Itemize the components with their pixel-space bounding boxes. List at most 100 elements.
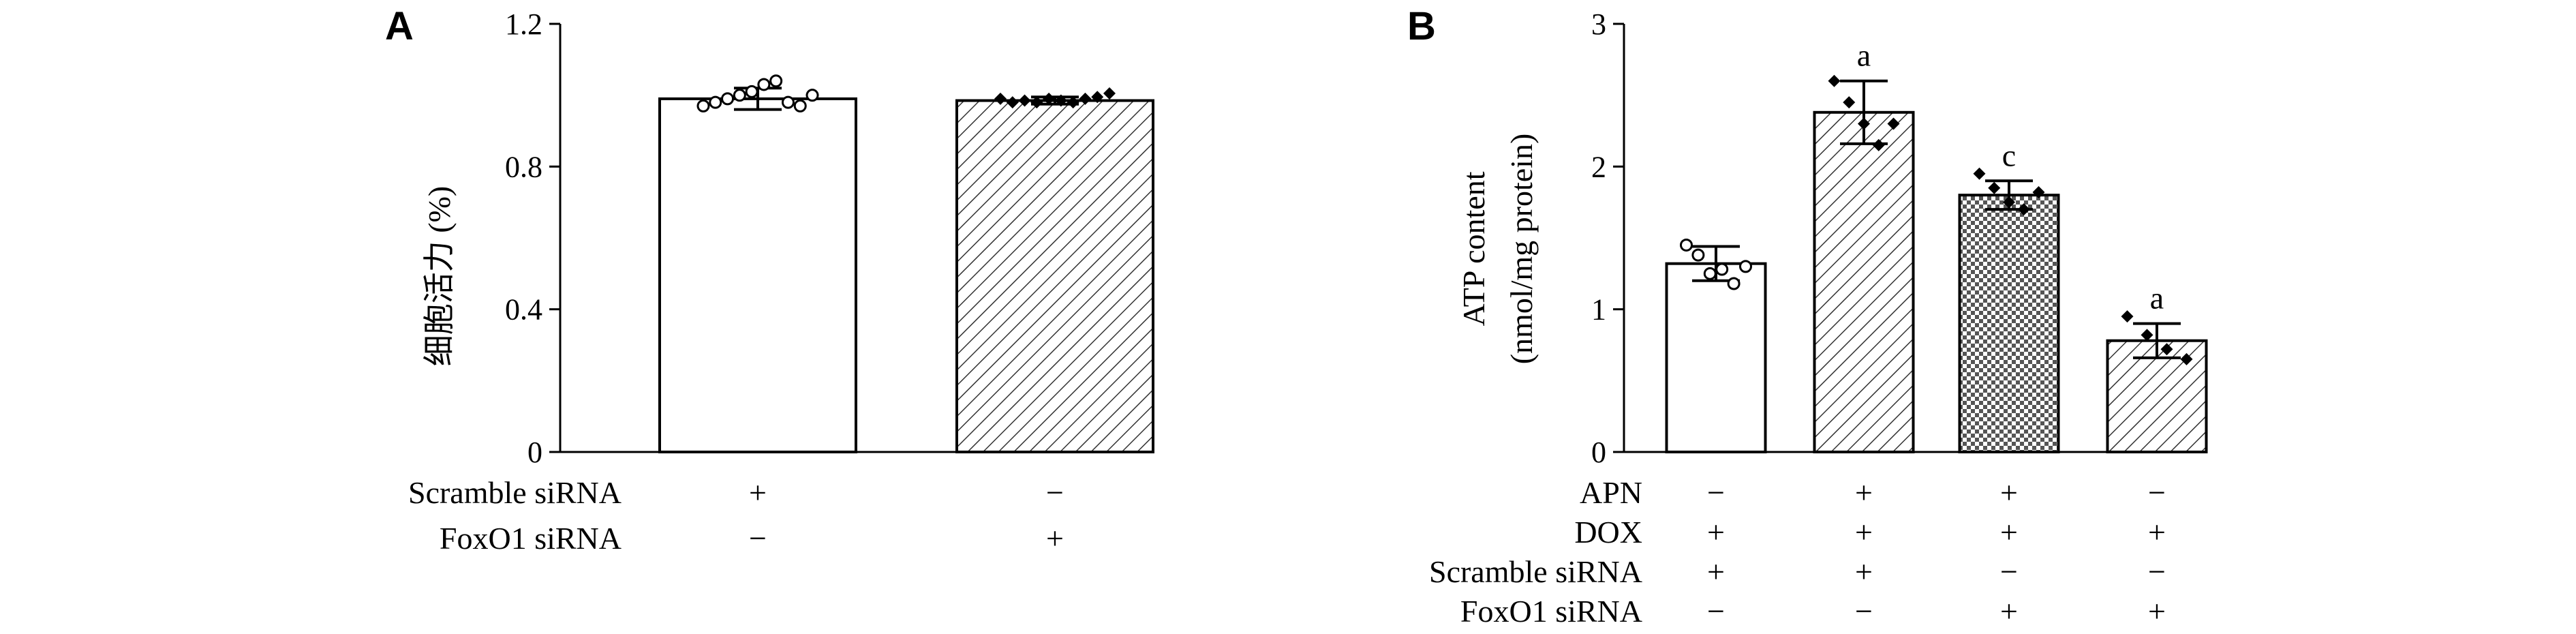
condition-sign: − [749, 521, 767, 556]
bar [1958, 194, 2060, 453]
data-point [1727, 277, 1741, 290]
data-point [1988, 181, 2001, 194]
panel-a: A 细胞活力 (%) 0 0.4 0.8 1.2 Scramble siRNA + − Fo… [385, 4, 1154, 556]
data-point [793, 99, 807, 112]
data-point [2141, 329, 2153, 342]
data-point [1103, 87, 1116, 100]
y-tick-label: 0.4 [505, 293, 542, 327]
panel-a-condition-table: Scramble siRNA + − FoxO1 siRNA − + [408, 475, 1064, 556]
data-point [2160, 343, 2173, 356]
significance-label: c [2002, 138, 2016, 172]
bar [658, 97, 857, 453]
condition-sign: + [2000, 475, 2018, 510]
condition-sign: + [749, 475, 767, 510]
y-tick-label: 3 [1591, 7, 1606, 41]
condition-sign: + [2148, 594, 2166, 629]
data-point [2032, 186, 2045, 199]
significance-label: a [2150, 281, 2164, 316]
bar-group [955, 87, 1154, 453]
data-point [2121, 310, 2134, 323]
bar-group: a [1813, 38, 1915, 454]
data-point [1887, 117, 1900, 130]
data-point [1858, 117, 1870, 130]
bar-group: a [2106, 281, 2208, 453]
data-point [1691, 248, 1705, 262]
data-point [1680, 238, 1693, 252]
condition-label: DOX [1574, 515, 1642, 549]
condition-sign: − [2148, 554, 2166, 589]
data-point [1054, 94, 1067, 107]
data-point [709, 95, 722, 109]
panel-b-bars: a c a [1665, 38, 2208, 454]
data-point [1067, 96, 1079, 109]
bar-group [658, 74, 857, 453]
bar-group [1665, 238, 1767, 453]
data-point [1843, 96, 1856, 109]
y-tick-label: 0.8 [505, 150, 542, 183]
condition-label: Scramble siRNA [1429, 554, 1642, 589]
data-point [696, 99, 710, 112]
condition-label: FoxO1 siRNA [440, 521, 622, 556]
condition-sign: − [2148, 475, 2166, 510]
condition-label: FoxO1 siRNA [1460, 594, 1642, 629]
data-point [1973, 167, 1986, 180]
bar [1813, 110, 1915, 454]
panel-b-ylabel-line2: (nmol/mg protein) [1504, 134, 1539, 365]
condition-sign: + [2148, 515, 2166, 549]
data-point [1030, 96, 1043, 109]
data-point [2017, 203, 2030, 216]
y-tick-label: 1.2 [505, 7, 542, 41]
condition-sign: + [1855, 515, 1873, 549]
panel-a-ylabel: 细胞活力 (%) [422, 186, 457, 366]
data-point [1091, 91, 1104, 104]
data-point [1018, 94, 1031, 107]
y-tick-label: 0 [527, 436, 542, 469]
y-tick-label: 0 [1591, 436, 1606, 469]
condition-sign: − [1707, 594, 1725, 629]
condition-sign: − [1707, 475, 1725, 510]
panel-b-condition-table: APN − + + − DOX + + + + Scramble siRNA + + − − FoxO1 si… [1429, 475, 2166, 629]
data-point [1739, 260, 1752, 273]
significance-label: a [1857, 38, 1871, 73]
data-point [1043, 92, 1056, 105]
condition-sign: + [1707, 515, 1725, 549]
condition-sign: + [1046, 521, 1064, 556]
data-point [781, 95, 795, 109]
data-point [994, 92, 1007, 105]
panel-a-label: A [385, 4, 414, 48]
condition-sign: − [2000, 554, 2018, 589]
y-tick-label: 1 [1591, 293, 1606, 327]
bar [955, 99, 1154, 453]
data-point [745, 85, 758, 98]
condition-sign: − [1855, 594, 1873, 629]
data-point [2003, 196, 2015, 209]
data-point [2180, 352, 2193, 365]
condition-sign: − [1046, 475, 1064, 510]
data-point [1872, 138, 1885, 151]
data-point [733, 89, 746, 102]
condition-sign: + [1855, 554, 1873, 589]
data-point [1006, 96, 1019, 109]
condition-label: APN [1580, 475, 1642, 510]
data-point [1828, 74, 1841, 87]
condition-sign: + [1707, 554, 1725, 589]
data-point [806, 89, 819, 102]
y-tick-label: 2 [1591, 150, 1606, 183]
data-point [1703, 267, 1717, 280]
condition-sign: + [2000, 515, 2018, 549]
panel-b-ylabel-line1: ATP content [1456, 171, 1491, 326]
bar-group: c [1958, 138, 2060, 453]
data-point [721, 92, 735, 106]
data-point [769, 74, 783, 88]
panel-b-label: B [1407, 4, 1436, 48]
panel-a-bars [658, 74, 1154, 453]
data-point [757, 78, 771, 91]
data-point [1079, 92, 1092, 105]
condition-sign: + [2000, 594, 2018, 629]
bar [1665, 262, 1767, 453]
condition-sign: + [1855, 475, 1873, 510]
condition-label: Scramble siRNA [408, 475, 622, 510]
data-point [1715, 262, 1729, 276]
